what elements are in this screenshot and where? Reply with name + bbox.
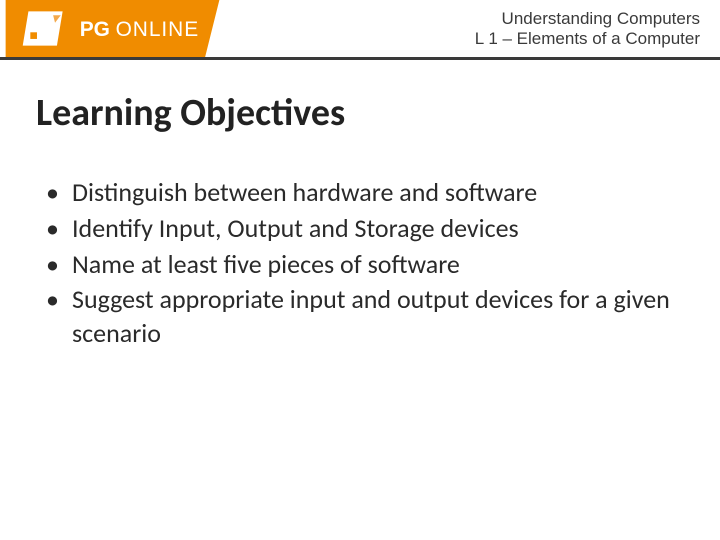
lesson-title: L 1 – Elements of a Computer bbox=[475, 29, 700, 49]
page-title: Learning Objectives bbox=[36, 90, 684, 136]
slide: PGONLINE Understanding Computers L 1 – E… bbox=[0, 0, 720, 540]
list-item: Suggest appropriate input and output dev… bbox=[44, 283, 684, 351]
svg-text:PGONLINE: PGONLINE bbox=[80, 18, 199, 41]
brand-logo-svg: PGONLINE bbox=[0, 0, 225, 57]
list-item: Identify Input, Output and Storage devic… bbox=[44, 212, 684, 246]
brand-logo: PGONLINE bbox=[0, 0, 225, 57]
list-item: Name at least five pieces of software bbox=[44, 248, 684, 282]
content-area: Learning Objectives Distinguish between … bbox=[0, 60, 720, 351]
list-item: Distinguish between hardware and softwar… bbox=[44, 176, 684, 210]
header-titles: Understanding Computers L 1 – Elements o… bbox=[225, 0, 720, 57]
course-title: Understanding Computers bbox=[502, 9, 700, 29]
header-bar: PGONLINE Understanding Computers L 1 – E… bbox=[0, 0, 720, 60]
objectives-list: Distinguish between hardware and softwar… bbox=[36, 176, 684, 351]
